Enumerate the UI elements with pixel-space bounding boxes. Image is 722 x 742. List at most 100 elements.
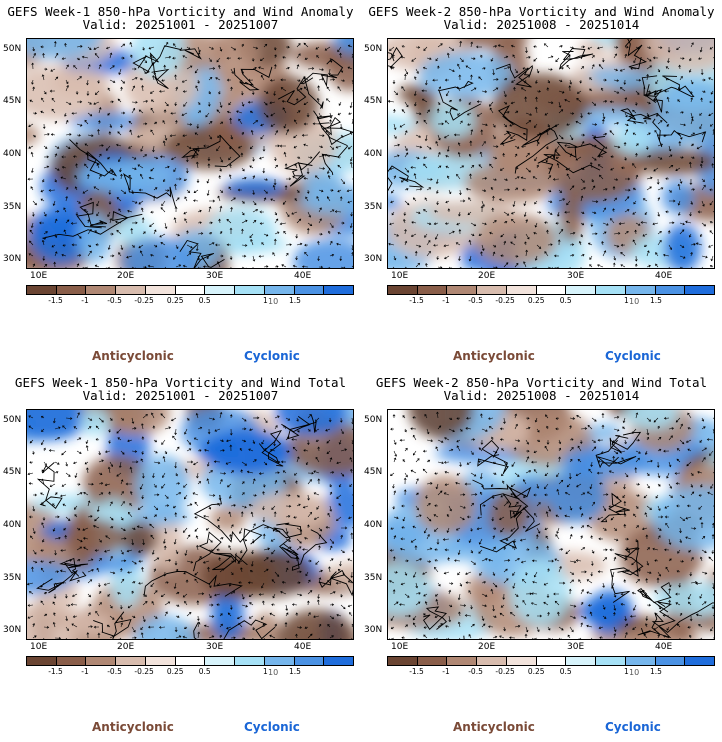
- colorbar-tick: -1.5: [409, 296, 424, 305]
- colorbar-swatch: [294, 657, 325, 665]
- colorbar-swatch: [596, 657, 626, 665]
- panel-week2-total: GEFS Week-2 850-hPa Vorticity and Wind T…: [361, 371, 722, 742]
- colorbar-swatch: [205, 286, 236, 294]
- map-plot: [387, 38, 715, 269]
- colorbar-tick: -0.25: [495, 667, 515, 676]
- colorbar-tick: -0.5: [107, 296, 122, 305]
- colorbar-swatch: [324, 657, 354, 665]
- map-plot: [26, 409, 354, 640]
- lat-label: 45N: [364, 96, 383, 106]
- colorbar-swatch: [264, 657, 295, 665]
- colorbar-tick: 0.25: [166, 667, 184, 676]
- lat-label: 40N: [3, 520, 22, 530]
- lat-label: 30N: [3, 625, 22, 635]
- colorbar-swatch: [175, 286, 206, 294]
- colorbar-swatch: [145, 286, 176, 294]
- colorbar-tick: -1.5: [409, 667, 424, 676]
- lat-label: 30N: [364, 254, 383, 264]
- colorbar-swatch: [27, 657, 57, 665]
- lon-label: 10E: [391, 271, 409, 281]
- colorbar-unit: 10: [629, 668, 640, 677]
- lon-label: 10E: [30, 271, 48, 281]
- colorbar-unit: 10: [268, 297, 279, 306]
- colorbar-swatch: [235, 286, 265, 294]
- lon-label: 20E: [117, 271, 135, 281]
- panel-valid-dates: Valid: 20251008 - 20251014: [443, 17, 640, 32]
- lon-label: 40E: [655, 642, 673, 652]
- colorbar-swatch: [477, 657, 507, 665]
- colorbar-swatch: [655, 657, 686, 665]
- colorbar-tick: 0.25: [527, 667, 545, 676]
- colorbar-swatch: [685, 286, 715, 294]
- colorbar-tick: -1.5: [48, 667, 63, 676]
- colorbar-tick: 1.5: [649, 296, 662, 305]
- panel-valid-dates: Valid: 20251001 - 20251007: [82, 17, 279, 32]
- colorbar-tick: 0.5: [559, 296, 572, 305]
- colorbar-tick: 1: [624, 296, 629, 305]
- panel-title: GEFS Week-2 850-hPa Vorticity and Wind A…: [368, 4, 715, 19]
- lon-label: 40E: [294, 271, 312, 281]
- lat-label: 50N: [3, 44, 22, 54]
- lon-label: 20E: [478, 642, 496, 652]
- lon-label: 40E: [655, 271, 673, 281]
- colorbar-swatch: [417, 657, 448, 665]
- colorbar-swatch: [56, 657, 87, 665]
- colorbar-tick: -0.25: [495, 296, 515, 305]
- colorbar-swatch: [596, 286, 626, 294]
- colorbar-swatch: [566, 286, 597, 294]
- legend-anticyclonic: Anticyclonic: [92, 349, 174, 363]
- legend-cyclonic: Cyclonic: [605, 720, 661, 734]
- colorbar-tick: -0.25: [134, 296, 154, 305]
- colorbar-swatch: [506, 286, 537, 294]
- colorbar-tick: 1: [263, 296, 268, 305]
- legend-cyclonic: Cyclonic: [244, 349, 300, 363]
- panel-valid-dates: Valid: 20251001 - 20251007: [82, 388, 279, 403]
- panel-week1-anomaly: GEFS Week-1 850-hPa Vorticity and Wind A…: [0, 0, 361, 371]
- colorbar-swatch: [685, 657, 715, 665]
- lat-label: 35N: [364, 573, 383, 583]
- colorbar-swatch: [235, 657, 265, 665]
- map-plot: [387, 409, 715, 640]
- colorbar-swatch: [116, 286, 146, 294]
- colorbar-swatch: [175, 657, 206, 665]
- colorbar: [387, 656, 715, 666]
- colorbar-tick: -1: [81, 296, 89, 305]
- lat-label: 30N: [3, 254, 22, 264]
- lon-label: 30E: [206, 271, 224, 281]
- colorbar-swatch: [264, 286, 295, 294]
- colorbar-tick: 0.5: [559, 667, 572, 676]
- colorbar-swatch: [417, 286, 448, 294]
- map-plot: [26, 38, 354, 269]
- lat-label: 40N: [364, 149, 383, 159]
- lat-label: 35N: [3, 573, 22, 583]
- colorbar-tick: 1.5: [288, 667, 301, 676]
- colorbar-tick: 0.5: [198, 296, 211, 305]
- lon-label: 20E: [478, 271, 496, 281]
- lat-label: 40N: [364, 520, 383, 530]
- colorbar-swatch: [625, 657, 656, 665]
- colorbar-unit: 10: [268, 668, 279, 677]
- colorbar-swatch: [294, 286, 325, 294]
- legend-cyclonic: Cyclonic: [605, 349, 661, 363]
- colorbar-swatch: [86, 657, 117, 665]
- panel-week2-anomaly: GEFS Week-2 850-hPa Vorticity and Wind A…: [361, 0, 722, 371]
- colorbar-tick: 1.5: [649, 667, 662, 676]
- panel-title: GEFS Week-1 850-hPa Vorticity and Wind A…: [7, 4, 354, 19]
- colorbar-tick: 1: [624, 667, 629, 676]
- lon-label: 10E: [391, 642, 409, 652]
- colorbar-tick: 0.25: [527, 296, 545, 305]
- lat-label: 30N: [364, 625, 383, 635]
- colorbar-tick: -1: [81, 667, 89, 676]
- lon-label: 30E: [206, 642, 224, 652]
- lat-label: 50N: [3, 415, 22, 425]
- colorbar-swatch: [145, 657, 176, 665]
- colorbar-swatch: [506, 657, 537, 665]
- lat-label: 35N: [3, 202, 22, 212]
- legend-cyclonic: Cyclonic: [244, 720, 300, 734]
- colorbar-tick: -0.25: [134, 667, 154, 676]
- colorbar-swatch: [388, 286, 418, 294]
- lon-label: 10E: [30, 642, 48, 652]
- colorbar-swatch: [477, 286, 507, 294]
- colorbar-tick: -0.5: [468, 296, 483, 305]
- lat-label: 45N: [3, 96, 22, 106]
